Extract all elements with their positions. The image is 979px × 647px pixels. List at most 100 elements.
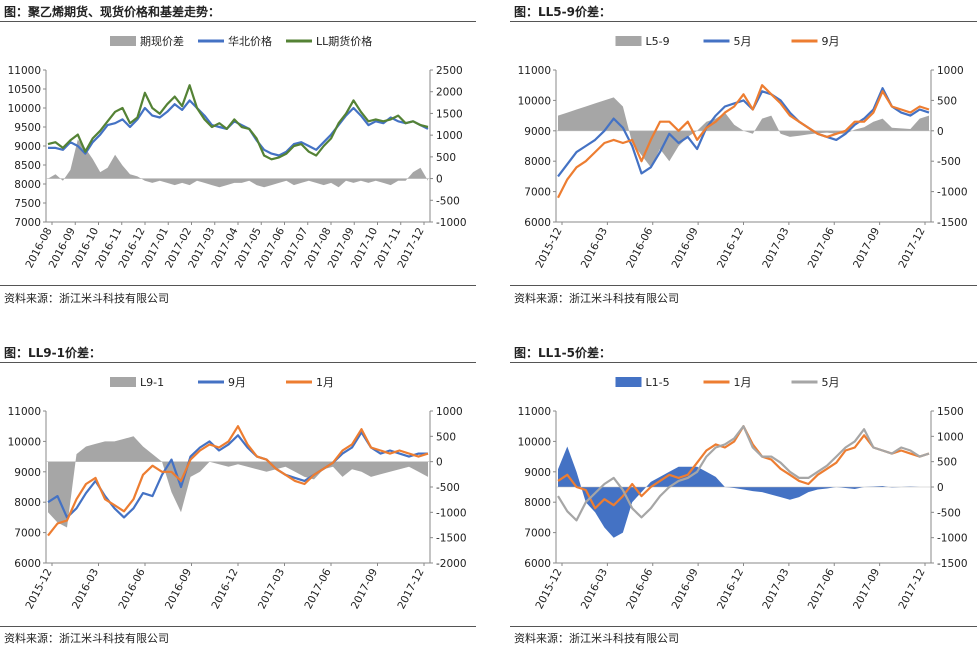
left-tick-label: 7000 xyxy=(524,528,551,540)
right-tick-label: 1500 xyxy=(937,406,964,418)
chart-title: 图：LL1-5价差： xyxy=(514,346,611,360)
left-tick-label: 8000 xyxy=(14,179,41,191)
legend-label: 1月 xyxy=(316,376,334,389)
right-tick-label: -2000 xyxy=(436,558,467,570)
left-tick-label: 6000 xyxy=(524,558,551,570)
right-tick-label: 2000 xyxy=(436,87,463,99)
left-tick-label: 8000 xyxy=(524,497,551,509)
x-tick-label: 2016-03 xyxy=(579,567,610,611)
x-tick-label: 2017-06 xyxy=(302,566,333,611)
legend: L5-9 5月 9月 xyxy=(615,35,840,48)
right-tick-label: 0 xyxy=(937,482,944,494)
right-tick-label: 0 xyxy=(937,126,944,138)
right-tick-label: -1500 xyxy=(436,533,467,545)
left-tick-label: 9000 xyxy=(524,467,551,479)
x-tick-label: 2016-09 xyxy=(670,226,701,270)
x-tick-label: 2016-03 xyxy=(70,567,101,611)
right-tick-label: 500 xyxy=(436,152,456,164)
x-tick-label: 2017-06 xyxy=(806,225,837,270)
left-tick-label: 10000 xyxy=(518,436,551,448)
legend-label: 华北价格 xyxy=(228,34,272,48)
x-tick-label: 2016-09 xyxy=(163,567,194,611)
right-tick-label: 0 xyxy=(436,174,443,186)
title-rule xyxy=(510,362,977,363)
right-tick-label: 1000 xyxy=(937,65,964,77)
chart-source: 资料来源：浙江米斗科技有限公司 xyxy=(4,292,169,305)
x-tick-label: 2015-12 xyxy=(23,567,54,611)
source-rule xyxy=(510,285,977,286)
legend: 期现价差 华北价格 LL期货价格 xyxy=(110,34,372,48)
left-tick-label: 7000 xyxy=(14,528,41,540)
left-tick-label: 7500 xyxy=(14,198,41,210)
right-tick-label: 500 xyxy=(937,95,957,107)
chart-3-svg: L9-1 9月 1月60007000800090001000011000-2000-… xyxy=(8,376,467,611)
chart-title: 图：LL5-9价差： xyxy=(514,5,611,19)
legend-label: LL期货价格 xyxy=(316,34,372,48)
right-tick-label: -1500 xyxy=(937,217,968,229)
left-tick-label: 6000 xyxy=(14,558,41,570)
right-tick-label: 2500 xyxy=(436,65,463,77)
chart-source: 资料来源：浙江米斗科技有限公司 xyxy=(4,632,169,645)
right-tick-label: -1000 xyxy=(937,187,968,199)
left-tick-label: 11000 xyxy=(518,406,551,418)
x-tick-label: 2017-09 xyxy=(349,567,380,611)
series-line-5月 xyxy=(557,87,930,178)
x-tick-label: 2015-12 xyxy=(533,226,564,270)
right-tick-label: 500 xyxy=(436,431,456,443)
legend-swatch xyxy=(110,36,136,46)
chart-panel-1: 图：聚乙烯期货、现货价格和基差走势： 期现价差 华北价格 LL期货价格 7000 750… xyxy=(0,0,478,310)
right-tick-label: -1000 xyxy=(937,533,968,545)
legend-label: L5-9 xyxy=(646,35,670,48)
x-tick-label: 2016-03 xyxy=(579,226,610,270)
right-tick-label: 1500 xyxy=(436,108,463,120)
right-tick-label: -1500 xyxy=(937,558,968,570)
chart-source: 资料来源：浙江米斗科技有限公司 xyxy=(514,632,679,645)
legend-label: 1月 xyxy=(734,376,752,389)
series-line-1月 xyxy=(47,425,429,537)
legend-label: L1-5 xyxy=(646,376,670,389)
right-tick-label: 0 xyxy=(436,457,443,469)
legend-label: 9月 xyxy=(228,376,246,389)
left-tick-label: 9000 xyxy=(14,467,41,479)
left-tick-label: 11000 xyxy=(518,65,551,77)
right-tick-label: -500 xyxy=(937,156,961,168)
source-rule xyxy=(0,626,476,627)
left-tick-label: 7000 xyxy=(524,187,551,199)
x-tick-label: 2016-06 xyxy=(624,566,655,611)
x-tick-label: 2017-12 xyxy=(896,567,927,611)
x-tick-label: 2016-09 xyxy=(670,567,701,611)
x-tick-label: 2016-12 xyxy=(715,567,746,611)
legend: L9-1 9月 1月 xyxy=(110,376,334,389)
chart-2-svg: L5-9 5月 9月60007000800090001000011000-1500-… xyxy=(518,35,968,270)
x-tick-label: 2017-03 xyxy=(256,567,287,611)
x-tick-label: 2017-03 xyxy=(760,226,791,270)
x-tick-label: 2015-12 xyxy=(533,567,564,611)
series-area-L1-5 xyxy=(558,446,929,538)
left-tick-label: 10000 xyxy=(518,95,551,107)
left-tick-label: 8500 xyxy=(14,160,41,172)
x-tick-label: 2017-06 xyxy=(806,566,837,611)
left-tick-label: 9500 xyxy=(14,122,41,134)
x-tick-label: 2016-12 xyxy=(715,226,746,270)
left-tick-label: 9000 xyxy=(524,126,551,138)
legend-label: 9月 xyxy=(822,35,840,48)
x-tick-label: 2017-03 xyxy=(760,567,791,611)
right-tick-label: -500 xyxy=(937,507,961,519)
x-tick-label: 2016-06 xyxy=(624,225,655,270)
chart-title: 图：LL9-1价差： xyxy=(4,346,101,360)
series-line-9月 xyxy=(557,84,930,199)
chart-panel-4: 图：LL1-5价差： L1-5 1月 5月 6000 7000 8000 9000 10000… xyxy=(510,341,979,647)
title-rule xyxy=(0,362,476,363)
series-line-LL期货价格 xyxy=(47,84,429,161)
left-tick-label: 6000 xyxy=(524,217,551,229)
title-rule xyxy=(0,21,476,22)
chart-1-svg: 期现价差 华北价格 LL期货价格 7000 7500 8000 8500 9000 9500 10… xyxy=(8,34,467,270)
legend-label: 5月 xyxy=(822,376,840,389)
left-tick-label: 10500 xyxy=(8,84,41,96)
legend-swatch xyxy=(110,377,136,387)
left-tick-label: 9000 xyxy=(14,141,41,153)
legend-swatch xyxy=(615,377,642,387)
source-rule xyxy=(0,285,476,286)
left-tick-label: 11000 xyxy=(8,65,41,77)
left-tick-label: 11000 xyxy=(8,406,41,418)
